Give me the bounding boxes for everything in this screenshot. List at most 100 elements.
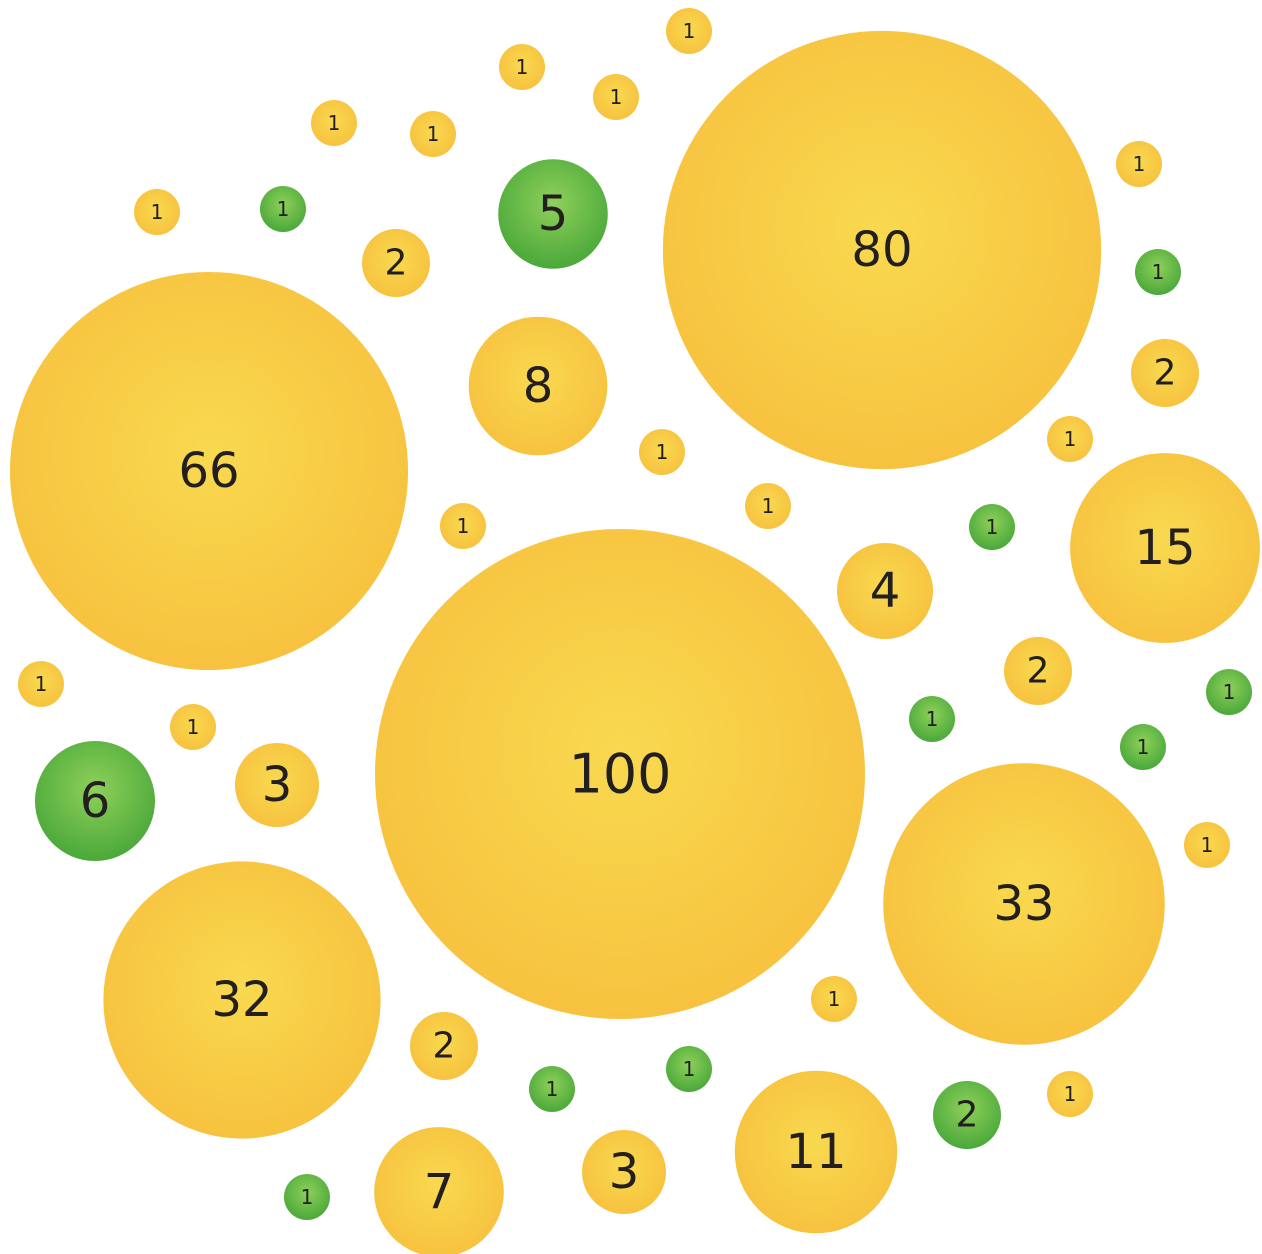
bubble: 1 (1047, 416, 1093, 462)
bubble: 1 (529, 1066, 575, 1112)
bubble: 1 (311, 100, 357, 146)
bubble-circle (9, 271, 409, 671)
bubble-circle (883, 763, 1165, 1045)
bubble-value-label: 4 (870, 563, 901, 619)
bubble-circle (811, 976, 857, 1022)
bubble-value-label: 100 (569, 743, 672, 806)
bubble: 2 (1131, 339, 1199, 407)
bubble-circle (1131, 339, 1199, 407)
bubble: 1 (666, 8, 712, 54)
bubble-circle (260, 186, 306, 232)
bubble: 100 (375, 529, 865, 1019)
bubble-circle (933, 1081, 1001, 1149)
bubble-circle (499, 44, 545, 90)
bubble-circle (18, 661, 64, 707)
bubble-value-label: 1 (828, 987, 841, 1011)
bubble: 1 (1135, 249, 1181, 295)
bubble-circle (410, 1012, 478, 1080)
bubble-value-label: 1 (328, 111, 341, 135)
bubble-circle (468, 316, 608, 456)
bubble-circle (909, 696, 955, 742)
bubble-circle (170, 704, 216, 750)
bubble-value-label: 1 (610, 85, 623, 109)
bubble-value-label: 6 (80, 773, 111, 829)
bubble-value-label: 1 (187, 715, 200, 739)
bubble-value-label: 1 (683, 19, 696, 43)
bubble-value-label: 2 (956, 1095, 979, 1136)
bubble-value-label: 1 (301, 1185, 314, 1209)
bubble: 1 (666, 1046, 712, 1092)
bubble-circle (103, 861, 381, 1139)
bubble-circle (311, 100, 357, 146)
bubble-value-label: 1 (683, 1057, 696, 1081)
bubble: 33 (883, 763, 1165, 1045)
bubble: 32 (103, 861, 381, 1139)
bubble-value-label: 1 (1152, 260, 1165, 284)
bubble: 8 (468, 316, 608, 456)
bubble: 1 (811, 976, 857, 1022)
bubble-value-label: 11 (785, 1124, 846, 1180)
bubble: 80 (662, 30, 1102, 470)
bubble: 1 (499, 44, 545, 90)
bubble: 5 (498, 159, 608, 269)
bubble-circle (1116, 141, 1162, 187)
bubble-value-label: 1 (1201, 833, 1214, 857)
bubble-circle (593, 74, 639, 120)
bubble: 66 (9, 271, 409, 671)
bubble-value-label: 8 (523, 358, 554, 414)
bubble-value-label: 1 (1064, 427, 1077, 451)
bubble-circle (410, 111, 456, 157)
bubble: 15 (1070, 453, 1260, 643)
bubble: 4 (837, 543, 933, 639)
bubble-circle (1135, 249, 1181, 295)
bubble-value-label: 1 (277, 197, 290, 221)
bubble-circle (1047, 416, 1093, 462)
bubble-circle (134, 189, 180, 235)
bubble: 1 (170, 704, 216, 750)
bubble-value-label: 2 (433, 1026, 456, 1067)
bubble-circle (582, 1130, 666, 1214)
bubble-circle (1070, 453, 1260, 643)
bubble-value-label: 33 (993, 876, 1054, 932)
bubble-value-label: 32 (211, 972, 272, 1028)
bubble: 1 (440, 503, 486, 549)
bubble-circle (498, 159, 608, 269)
bubble-value-label: 2 (385, 243, 408, 284)
bubble: 1 (260, 186, 306, 232)
bubble: 2 (362, 229, 430, 297)
bubble-circle (666, 8, 712, 54)
bubble-circle (745, 483, 791, 529)
bubble-value-label: 1 (516, 55, 529, 79)
bubble-circle (440, 503, 486, 549)
bubble-circle (734, 1070, 898, 1234)
bubble: 2 (933, 1081, 1001, 1149)
bubble: 6 (34, 740, 156, 862)
bubble-value-label: 1 (151, 200, 164, 224)
bubble-circle (1206, 669, 1252, 715)
bubble: 1 (593, 74, 639, 120)
bubble-value-label: 1 (1223, 680, 1236, 704)
bubble-value-label: 3 (609, 1144, 640, 1200)
bubble: 3 (235, 743, 319, 827)
bubble-circle (1184, 822, 1230, 868)
bubble: 1 (134, 189, 180, 235)
bubble-circle (1120, 724, 1166, 770)
bubble-circle (374, 1127, 504, 1254)
bubble: 1 (909, 696, 955, 742)
bubble-circle (1047, 1071, 1093, 1117)
bubble-value-label: 1 (546, 1077, 559, 1101)
bubble: 1 (1116, 141, 1162, 187)
bubble: 2 (1004, 637, 1072, 705)
bubble-value-label: 2 (1027, 651, 1050, 692)
bubble-value-label: 7 (424, 1164, 455, 1220)
bubble: 11 (734, 1070, 898, 1234)
bubble-value-label: 1 (1137, 735, 1150, 759)
bubble-circle (666, 1046, 712, 1092)
bubble: 1 (1047, 1071, 1093, 1117)
bubble: 1 (639, 429, 685, 475)
bubble-value-label: 2 (1154, 353, 1177, 394)
bubble-value-label: 1 (656, 440, 669, 464)
bubble-value-label: 3 (262, 757, 293, 813)
